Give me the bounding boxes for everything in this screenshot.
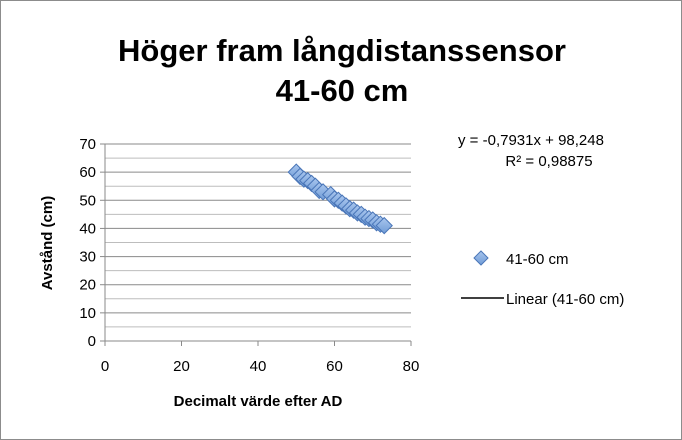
trendline-r-squared: R² = 0,98875: [505, 153, 592, 170]
x-tick-label: 80: [403, 358, 420, 375]
x-tick-label: 60: [326, 358, 343, 375]
x-tick-label: 20: [173, 358, 190, 375]
y-tick-label: 60: [79, 164, 96, 181]
data-point: [375, 216, 393, 235]
y-tick-label: 40: [79, 220, 96, 237]
y-tick-label: 0: [88, 333, 96, 350]
chart-title-line-1: Höger fram långdistanssensor: [118, 33, 566, 68]
trendline-equation: y = -0,7931x + 98,248: [458, 132, 604, 149]
x-tick-label: 40: [250, 358, 267, 375]
y-axis-title: Avstånd (cm): [39, 196, 56, 290]
x-tick-label: 0: [101, 358, 109, 375]
y-tick-label: 10: [79, 305, 96, 322]
legend-trendline-label: Linear (41-60 cm): [506, 291, 624, 308]
y-tick-label: 50: [79, 192, 96, 209]
chart-title-line-2: 41-60 cm: [276, 73, 409, 108]
legend-series-label: 41-60 cm: [506, 251, 569, 268]
y-tick-label: 70: [79, 136, 96, 153]
y-tick-label: 30: [79, 249, 96, 266]
tick-labels: 0 10 20 30 40 50 60 70 0 20 40 60 80: [79, 136, 419, 375]
gridlines: [105, 143, 411, 328]
legend-diamond-marker: [473, 250, 489, 266]
data-points: [287, 163, 393, 235]
legend: 41-60 cm Linear (41-60 cm): [461, 250, 624, 308]
y-tick-label: 20: [79, 277, 96, 294]
x-axis-title: Decimalt värde efter AD: [174, 393, 343, 410]
